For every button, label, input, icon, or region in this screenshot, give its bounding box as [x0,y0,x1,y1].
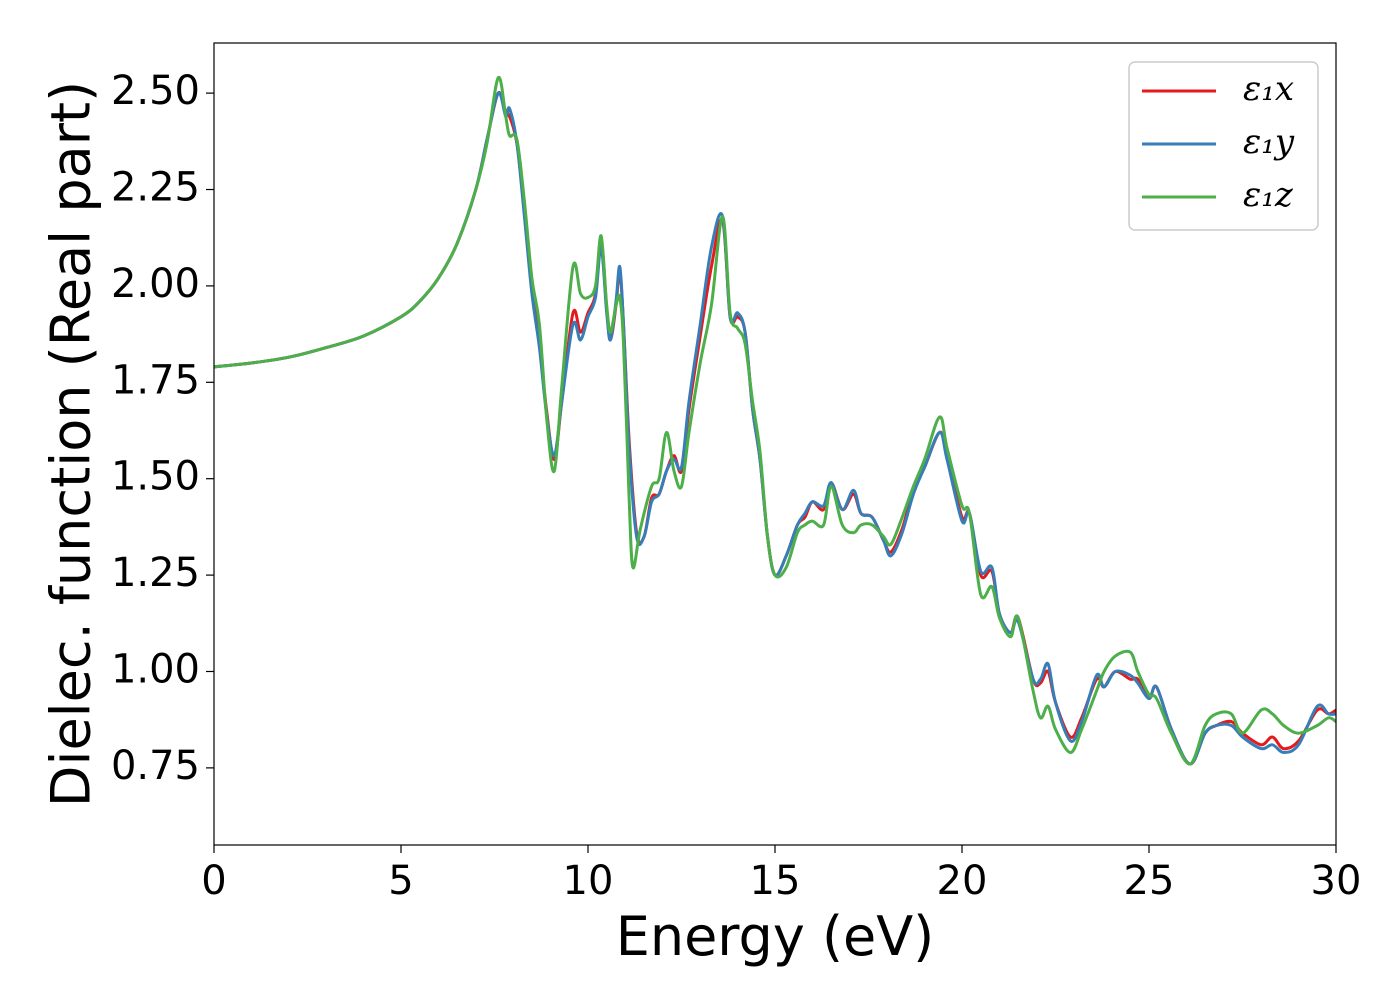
legend-box [1128,61,1319,231]
y-axis-ticks: 0.75 1.00 1.25 1.50 1.75 2.00 2.25 2.50 [111,68,214,789]
x-axis-label: Energy (eV) [616,905,935,968]
y-tick-label: 1.50 [111,454,200,500]
legend: ε₁x ε₁y ε₁z [1128,61,1319,231]
x-tick-label: 15 [750,858,801,904]
y-tick-label: 2.25 [111,165,200,211]
series-line-3 [213,76,1337,766]
x-axis-ticks: 0 5 10 15 20 25 30 [201,845,1361,904]
x-tick-label: 20 [937,858,988,904]
x-tick-label: 30 [1311,858,1362,904]
legend-label-1: ε₁x [1243,69,1294,109]
y-tick-label: 1.25 [111,550,200,596]
y-tick-label: 0.75 [111,743,200,789]
x-tick-label: 10 [563,858,614,904]
x-tick-label: 0 [201,858,226,904]
y-tick-label: 1.00 [111,646,200,692]
series-layer [213,76,1337,766]
x-tick-label: 5 [388,858,413,904]
y-axis-label: Dielec. function (Real part) [40,81,103,807]
legend-label-2: ε₁y [1243,122,1295,162]
legend-label-3: ε₁z [1243,175,1294,215]
y-tick-label: 1.75 [111,357,200,403]
y-tick-label: 2.00 [111,261,200,307]
y-tick-label: 2.50 [111,68,200,114]
x-tick-label: 25 [1124,858,1175,904]
